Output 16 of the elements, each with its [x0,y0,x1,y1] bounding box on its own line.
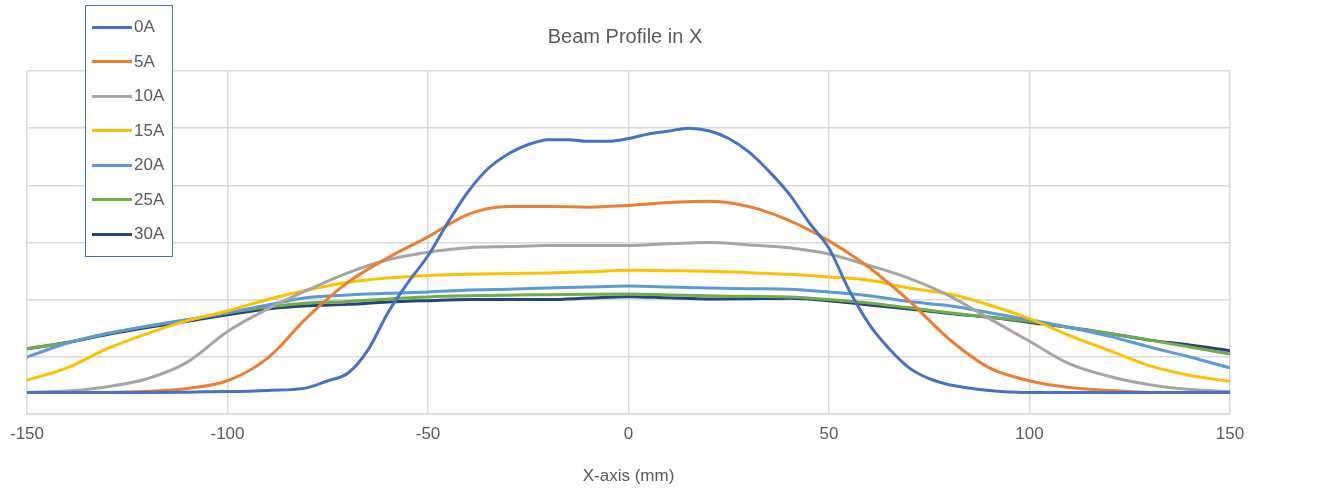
legend-label: 10A [134,86,165,107]
x-tick-label: -50 [415,424,441,444]
x-tick-label: -100 [210,424,245,444]
x-tick-label: 100 [1015,424,1044,444]
x-tick-label: 50 [819,424,839,444]
chart-title: Beam Profile in X [547,24,703,47]
x-tick-label: 0 [623,424,634,444]
x-tick-label: 150 [1215,424,1245,444]
x-axis-title: X-axis (mm) [582,466,675,486]
legend-label: 30A [134,224,165,245]
legend-label: 0A [134,17,155,38]
legend-label: 5A [134,51,155,72]
x-tick-label: -150 [10,424,45,444]
legend-label: 25A [134,189,165,210]
legend-label: 15A [134,120,165,141]
legend-label: 20A [134,155,165,176]
